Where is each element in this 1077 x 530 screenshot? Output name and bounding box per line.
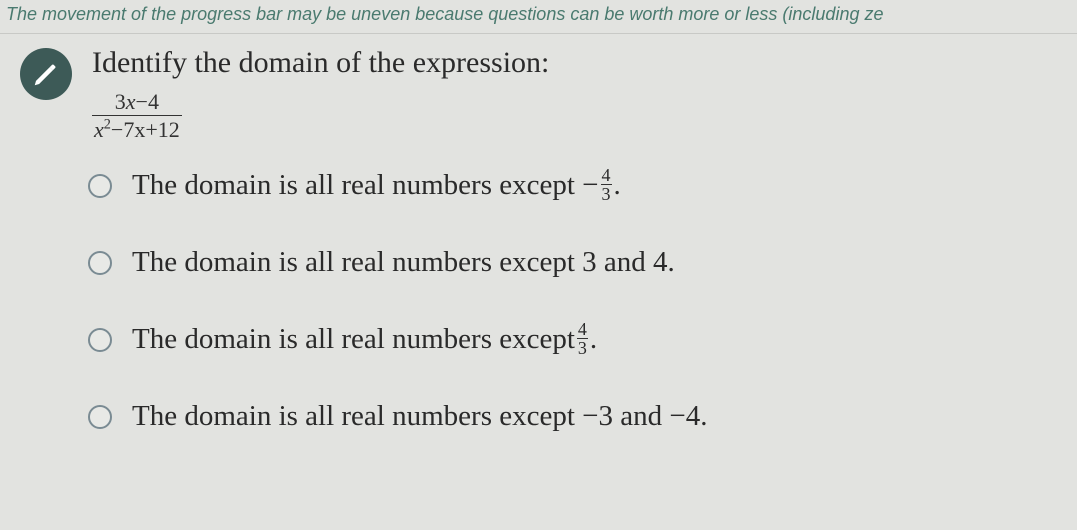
expression-fraction: 3x−4 x2−7x+12 [92,90,182,141]
radio-icon [88,328,112,352]
pencil-icon [20,48,72,100]
question-content: Identify the domain of the expression: 3… [0,34,1077,433]
radio-icon [88,405,112,429]
question-prompt: Identify the domain of the expression: [92,46,1073,80]
option-b-text: The domain is all real numbers except 3 … [132,246,675,279]
option-d-text: The domain is all real numbers except −3… [132,400,707,433]
option-a-text: The domain is all real numbers except − … [132,167,621,204]
radio-icon [88,251,112,275]
option-a[interactable]: The domain is all real numbers except − … [88,167,1073,204]
option-b[interactable]: The domain is all real numbers except 3 … [88,246,1073,279]
option-c[interactable]: The domain is all real numbers except 43… [88,321,1073,358]
progress-hint: The movement of the progress bar may be … [0,0,1077,34]
answer-options: The domain is all real numbers except − … [88,167,1073,433]
radio-icon [88,174,112,198]
option-d[interactable]: The domain is all real numbers except −3… [88,400,1073,433]
option-c-text: The domain is all real numbers except 43… [132,321,597,358]
